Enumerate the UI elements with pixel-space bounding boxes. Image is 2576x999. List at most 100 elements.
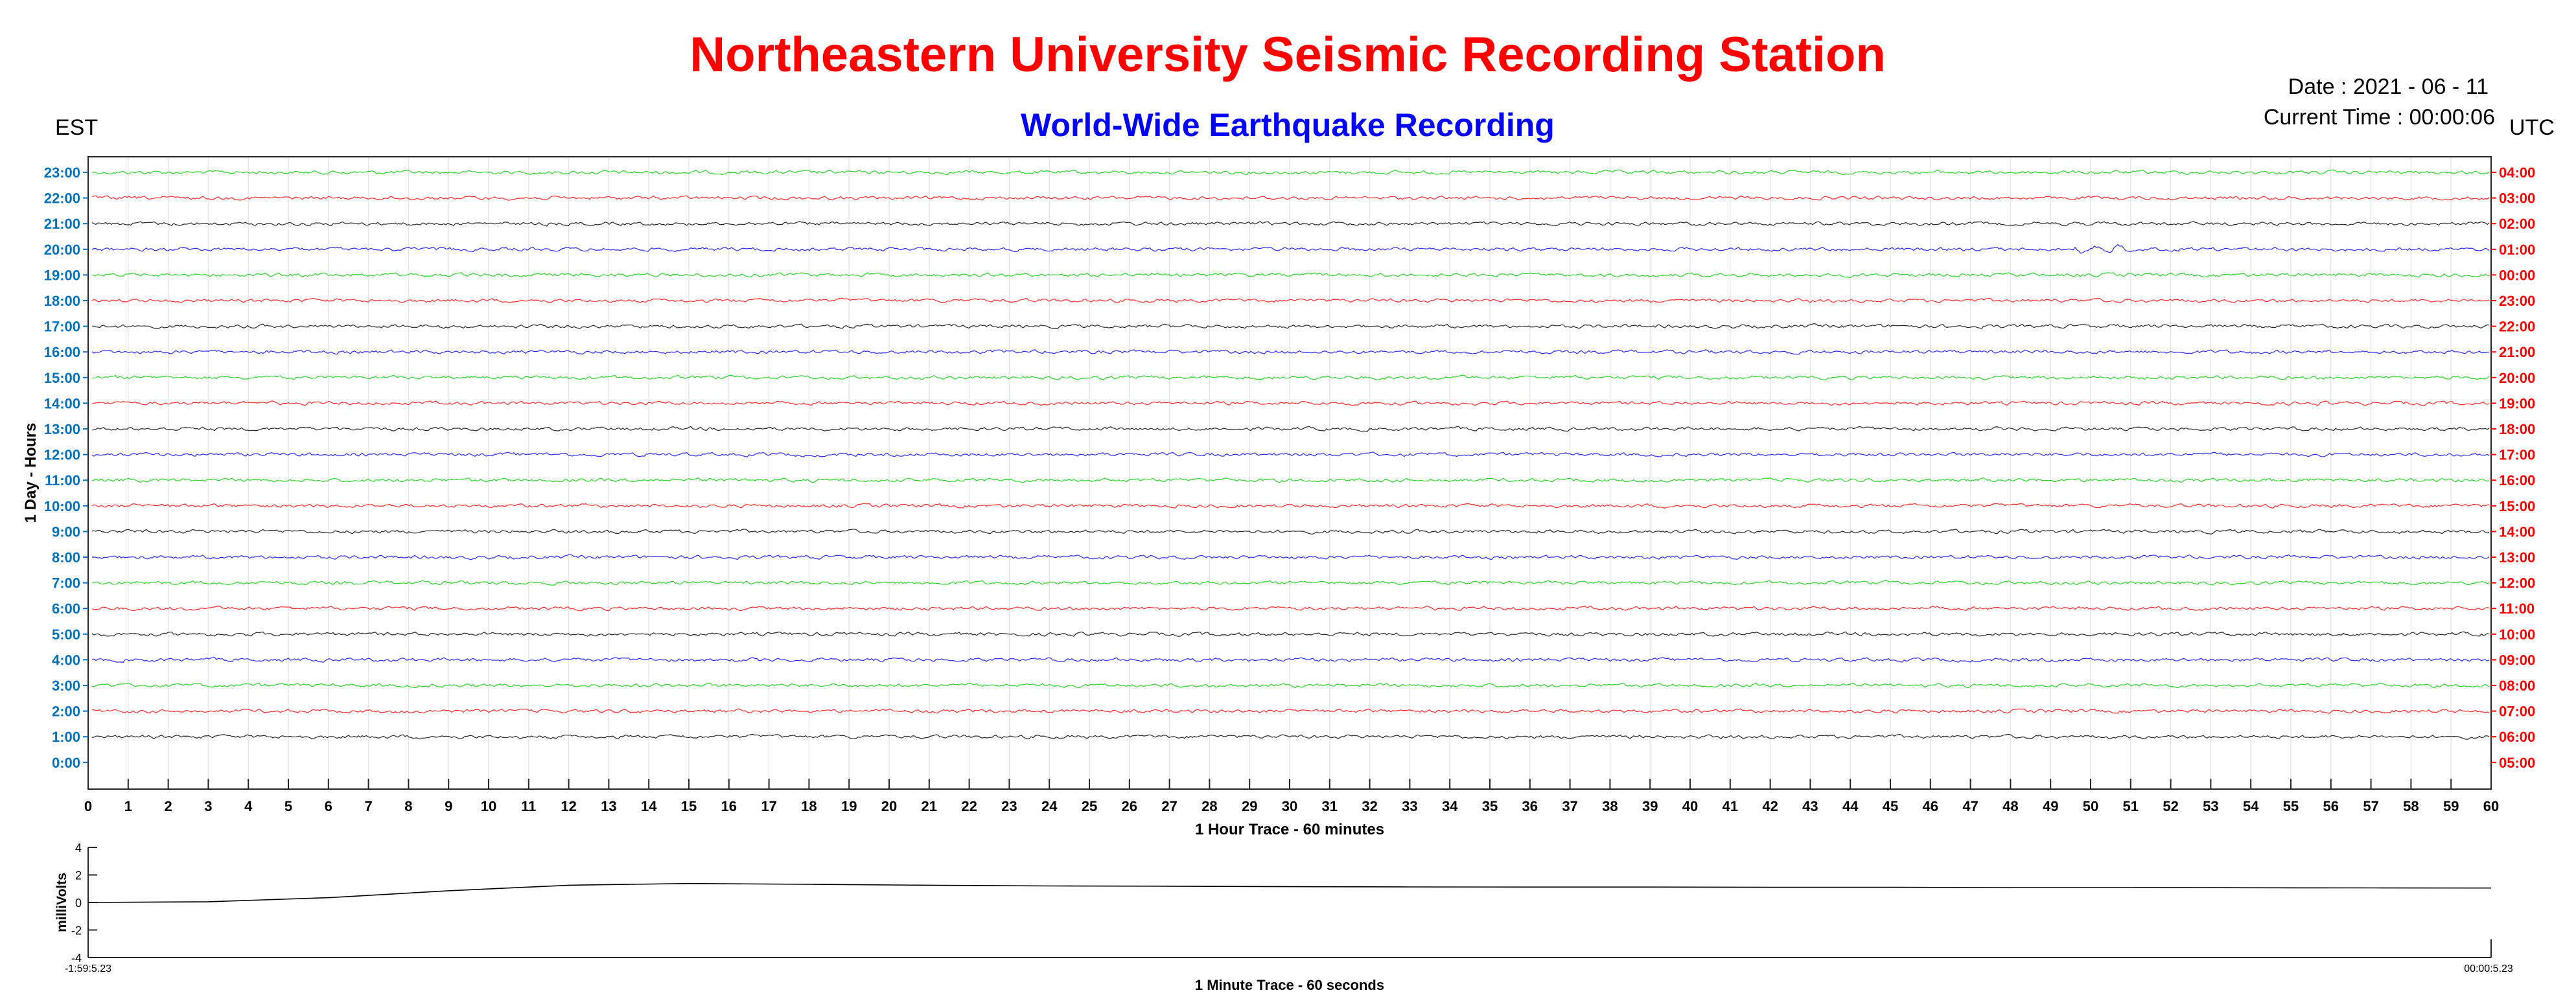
left-hour-label: 5:00 (52, 626, 80, 643)
right-hour-label: 01:00 (2499, 242, 2535, 258)
right-hour-label: 09:00 (2499, 652, 2535, 668)
minute-trace-ytick-label: 0 (75, 897, 82, 910)
hour-trace (91, 733, 2490, 740)
helicorder-grid (128, 157, 2452, 789)
right-hour-label: 06:00 (2499, 729, 2535, 745)
hour-trace (91, 400, 2490, 406)
right-hour-label: 04:00 (2499, 165, 2535, 181)
minute-tick-label: 50 (2083, 798, 2098, 814)
minute-tick-label: 37 (1562, 798, 1577, 814)
left-hour-label: 10:00 (44, 498, 80, 514)
minute-tick-label: 26 (1122, 798, 1137, 814)
left-hour-label: 20:00 (44, 242, 80, 258)
minute-tick-label: 10 (481, 798, 496, 814)
minute-tick-label: 47 (1962, 798, 1978, 814)
utc-label: UTC (2509, 115, 2555, 140)
minute-tick-label: 56 (2323, 798, 2339, 814)
left-hour-label: 17:00 (44, 319, 80, 335)
hour-trace (91, 195, 2490, 201)
minute-tick-label: 58 (2403, 798, 2419, 814)
left-hour-label: 19:00 (44, 267, 80, 283)
minute-ticks: 0 1 2 3 4 5 6 7 8 9 10 11 12 13 14 15 16 17 18 19 20 21 22 23 24… (84, 779, 2499, 814)
right-hour-label: 15:00 (2499, 498, 2535, 514)
minute-tick-label: 39 (1642, 798, 1658, 814)
left-hour-label: 4:00 (52, 652, 80, 668)
minute-tick-label: 27 (1161, 798, 1177, 814)
minute-tick-label: 7 (364, 798, 372, 814)
minute-tick-label: 17 (761, 798, 776, 814)
hour-trace (91, 349, 2489, 355)
hour-trace (91, 605, 2490, 612)
right-hour-label: 13:00 (2499, 549, 2535, 566)
helicorder-ylabel: 1 Day - Hours (22, 423, 40, 523)
minute-tick-label: 9 (445, 798, 452, 814)
left-hour-label: 16:00 (44, 344, 80, 360)
minute-tick-label: 11 (521, 798, 536, 814)
left-hour-label: 3:00 (52, 678, 80, 694)
right-hour-label: 12:00 (2499, 575, 2535, 591)
hour-trace (91, 374, 2490, 381)
hour-trace (91, 503, 2489, 509)
right-hour-label: 19:00 (2499, 395, 2535, 411)
right-hour-label: 00:00 (2499, 267, 2535, 283)
minute-tick-label: 33 (1402, 798, 1417, 814)
hour-trace (91, 244, 2490, 254)
minute-tick-label: 49 (2043, 798, 2058, 814)
minute-tick-label: 13 (601, 798, 616, 814)
right-hour-label: 17:00 (2499, 447, 2535, 463)
minute-trace-ylabel: milliVolts (54, 873, 69, 932)
minute-tick-label: 2 (164, 798, 172, 814)
minute-tick-label: 25 (1082, 798, 1097, 814)
minute-tick-label: 21 (922, 798, 937, 814)
minute-tick-label: 57 (2363, 798, 2378, 814)
right-hour-label: 07:00 (2499, 704, 2535, 720)
minute-tick-label: 15 (681, 798, 697, 814)
right-hour-label: 20:00 (2499, 370, 2535, 386)
hour-trace (91, 297, 2490, 304)
minute-tick-label: 1 (124, 798, 132, 814)
right-hour-label: 02:00 (2499, 216, 2535, 232)
hour-trace (91, 272, 2490, 278)
minute-tick-label: 22 (961, 798, 977, 814)
minute-tick-label: 44 (1842, 798, 1859, 814)
right-hour-label: 21:00 (2499, 344, 2535, 360)
minute-tick-label: 46 (1923, 798, 1938, 814)
helicorder-traces (91, 169, 2490, 740)
minute-tick-label: 60 (2483, 798, 2499, 814)
hour-trace (91, 708, 2490, 714)
minute-tick-label: 43 (1802, 798, 1818, 814)
left-hour-label: 0:00 (52, 755, 80, 771)
left-hour-label: 13:00 (44, 421, 80, 437)
minute-tick-label: 45 (1883, 798, 1898, 814)
minute-tick-label: 19 (841, 798, 857, 814)
minute-tick-label: 34 (1442, 798, 1458, 814)
left-hour-ticks: 23:00 22:00 21:00 20:00 19:00 18:00 17:00 16:00… (44, 165, 88, 771)
minute-tick-label: 31 (1322, 798, 1338, 814)
minute-tick-label: 18 (801, 798, 817, 814)
subtitle: World-Wide Earthquake Recording (1021, 107, 1555, 143)
right-hour-label: 05:00 (2499, 755, 2535, 771)
hour-trace (91, 426, 2490, 432)
right-hour-label: 11:00 (2499, 601, 2535, 617)
left-hour-label: 1:00 (52, 729, 80, 745)
minute-tick-label: 35 (1482, 798, 1498, 814)
helicorder-xlabel: 1 Hour Trace - 60 minutes (1195, 821, 1384, 838)
minute-tick-label: 0 (84, 798, 92, 814)
minute-trace-yticks: 4 2 0 -2 -4 (71, 842, 97, 965)
minute-tick-label: 51 (2123, 798, 2139, 814)
minute-trace-ytick-label: 2 (75, 869, 82, 882)
left-hour-label: 18:00 (44, 293, 80, 309)
minute-tick-label: 16 (721, 798, 737, 814)
minute-tick-label: 54 (2243, 798, 2259, 814)
date-text: Date : 2021 - 06 - 11 (2288, 75, 2489, 99)
left-hour-label: 23:00 (44, 165, 80, 181)
right-hour-label: 18:00 (2499, 421, 2535, 437)
minute-tick-label: 4 (244, 798, 253, 814)
left-hour-label: 15:00 (44, 370, 80, 386)
hour-trace (91, 452, 2490, 457)
minute-tick-label: 8 (404, 798, 412, 814)
left-hour-label: 11:00 (45, 472, 80, 488)
minute-tick-label: 36 (1522, 798, 1538, 814)
hour-trace (91, 554, 2490, 560)
